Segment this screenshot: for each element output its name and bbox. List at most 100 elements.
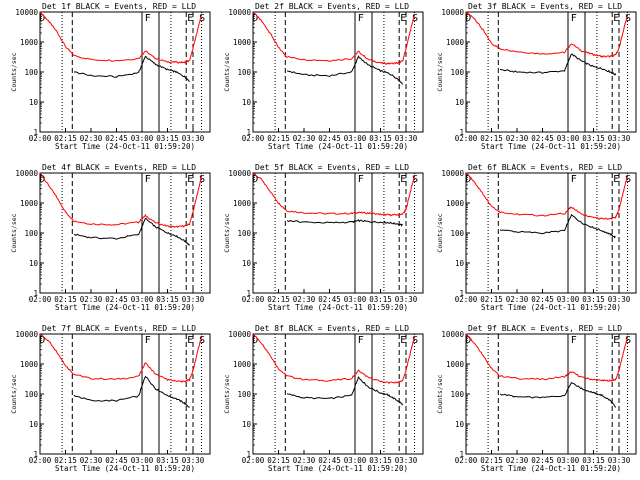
x-tick-label: 02:00 xyxy=(242,456,265,465)
x-tick-label: 02:00 xyxy=(242,295,265,304)
events-series-line xyxy=(286,376,404,406)
plot-frame xyxy=(252,11,424,133)
y-tick-label: 10000 xyxy=(228,169,251,178)
y-axis-label: Counts/sec xyxy=(436,52,444,91)
x-tick-label: 02:30 xyxy=(506,134,529,143)
x-tick-label: 02:00 xyxy=(455,134,478,143)
marker-label: D xyxy=(465,335,471,346)
x-axis-label: Start Time (24-Oct-11 01:59:20) xyxy=(55,464,195,473)
x-tick-label: 02:15 xyxy=(267,295,290,304)
x-tick-label: 02:45 xyxy=(105,134,128,143)
x-tick-label: 03:30 xyxy=(395,295,418,304)
x-axis-label: Start Time (24-Oct-11 01:59:20) xyxy=(55,303,195,312)
y-axis-label: Counts/sec xyxy=(10,52,18,91)
marker-label: F xyxy=(571,13,577,24)
y-tick-label: 10 xyxy=(29,98,39,107)
marker-label: S xyxy=(199,335,205,346)
plot-frame xyxy=(39,333,211,455)
y-tick-label: 1 xyxy=(33,128,38,137)
marker-label: F xyxy=(145,174,151,185)
x-tick-label: 03:00 xyxy=(131,134,154,143)
marker-label: F xyxy=(571,335,577,346)
x-tick-label: 02:15 xyxy=(54,134,77,143)
x-tick-label: 02:30 xyxy=(506,295,529,304)
chart-panel-5: Det 5f BLACK = Events, RED = LLD 1 10 100 10… xyxy=(223,163,424,312)
x-tick-label: 02:15 xyxy=(267,134,290,143)
x-tick-label: 02:45 xyxy=(105,295,128,304)
marker-label: F xyxy=(571,174,577,185)
lld-series-line xyxy=(465,11,628,58)
x-tick-label: 02:30 xyxy=(293,456,316,465)
lld-series-line xyxy=(252,173,415,217)
y-tick-label: 1000 xyxy=(233,360,252,369)
y-axis-label: Counts/sec xyxy=(223,374,231,413)
marker-label: D xyxy=(252,335,258,346)
chart-title: Det 3f BLACK = Events, RED = LLD xyxy=(468,2,622,11)
marker-label: D xyxy=(252,174,258,185)
marker-label: E xyxy=(400,174,406,185)
marker-label: S xyxy=(625,174,631,185)
marker-label: D xyxy=(39,335,45,346)
y-axis-label: Counts/sec xyxy=(10,213,18,252)
x-tick-label: 03:15 xyxy=(156,295,179,304)
lld-series-line xyxy=(39,333,202,383)
x-tick-label: 02:30 xyxy=(80,456,103,465)
x-tick-label: 03:00 xyxy=(344,456,367,465)
x-tick-label: 03:15 xyxy=(156,456,179,465)
x-tick-label: 02:30 xyxy=(80,134,103,143)
x-tick-label: 02:15 xyxy=(480,295,503,304)
x-tick-label: 02:00 xyxy=(455,295,478,304)
marker-label: S xyxy=(412,335,418,346)
y-tick-label: 1 xyxy=(246,128,251,137)
events-series-line xyxy=(499,53,617,76)
events-series-line xyxy=(499,382,617,408)
x-axis-label: Start Time (24-Oct-11 01:59:20) xyxy=(268,464,408,473)
chart-title: Det 8f BLACK = Events, RED = LLD xyxy=(255,324,409,333)
x-tick-label: 03:00 xyxy=(557,456,580,465)
chart-panel-6: Det 6f BLACK = Events, RED = LLD 1 10 100 10… xyxy=(436,163,637,312)
x-tick-label: 03:15 xyxy=(369,295,392,304)
chart-panel-1: Det 1f BLACK = Events, RED = LLD 1 10 100 10… xyxy=(10,2,211,151)
x-tick-label: 02:30 xyxy=(293,134,316,143)
y-tick-label: 1 xyxy=(459,450,464,459)
y-tick-label: 1000 xyxy=(446,38,465,47)
events-series-line xyxy=(499,214,616,239)
y-tick-label: 100 xyxy=(237,390,251,399)
x-axis-label: Start Time (24-Oct-11 01:59:20) xyxy=(481,303,621,312)
events-series-line xyxy=(286,55,404,85)
marker-label: S xyxy=(412,174,418,185)
x-tick-label: 02:45 xyxy=(531,456,554,465)
y-tick-label: 10 xyxy=(242,420,252,429)
y-tick-label: 100 xyxy=(24,229,38,238)
y-tick-label: 10000 xyxy=(15,169,38,178)
x-tick-label: 02:15 xyxy=(480,456,503,465)
y-tick-label: 1 xyxy=(459,289,464,298)
x-tick-label: 03:15 xyxy=(369,456,392,465)
y-tick-label: 1000 xyxy=(20,38,39,47)
marker-label: S xyxy=(199,174,205,185)
y-axis-label: Counts/sec xyxy=(436,374,444,413)
y-axis-label: Counts/sec xyxy=(10,374,18,413)
y-tick-label: 10000 xyxy=(15,8,38,17)
x-axis-label: Start Time (24-Oct-11 01:59:20) xyxy=(481,464,621,473)
y-tick-label: 100 xyxy=(237,229,251,238)
chart-panel-9: Det 9f BLACK = Events, RED = LLD 1 10 100 10… xyxy=(436,324,637,473)
y-tick-label: 1000 xyxy=(20,360,39,369)
x-tick-label: 02:00 xyxy=(29,295,52,304)
y-tick-label: 1000 xyxy=(20,199,39,208)
marker-label: E xyxy=(613,13,619,24)
x-tick-label: 02:30 xyxy=(506,456,529,465)
y-tick-label: 100 xyxy=(450,229,464,238)
y-tick-label: 100 xyxy=(237,68,251,77)
y-tick-label: 100 xyxy=(24,68,38,77)
x-tick-label: 02:45 xyxy=(318,456,341,465)
marker-label: E xyxy=(613,174,619,185)
x-tick-label: 03:30 xyxy=(182,456,205,465)
marker-label: S xyxy=(625,335,631,346)
marker-label: F xyxy=(358,13,364,24)
x-tick-label: 03:00 xyxy=(344,134,367,143)
x-tick-label: 03:30 xyxy=(182,134,205,143)
plot-frame xyxy=(252,172,424,294)
x-tick-label: 02:15 xyxy=(480,134,503,143)
